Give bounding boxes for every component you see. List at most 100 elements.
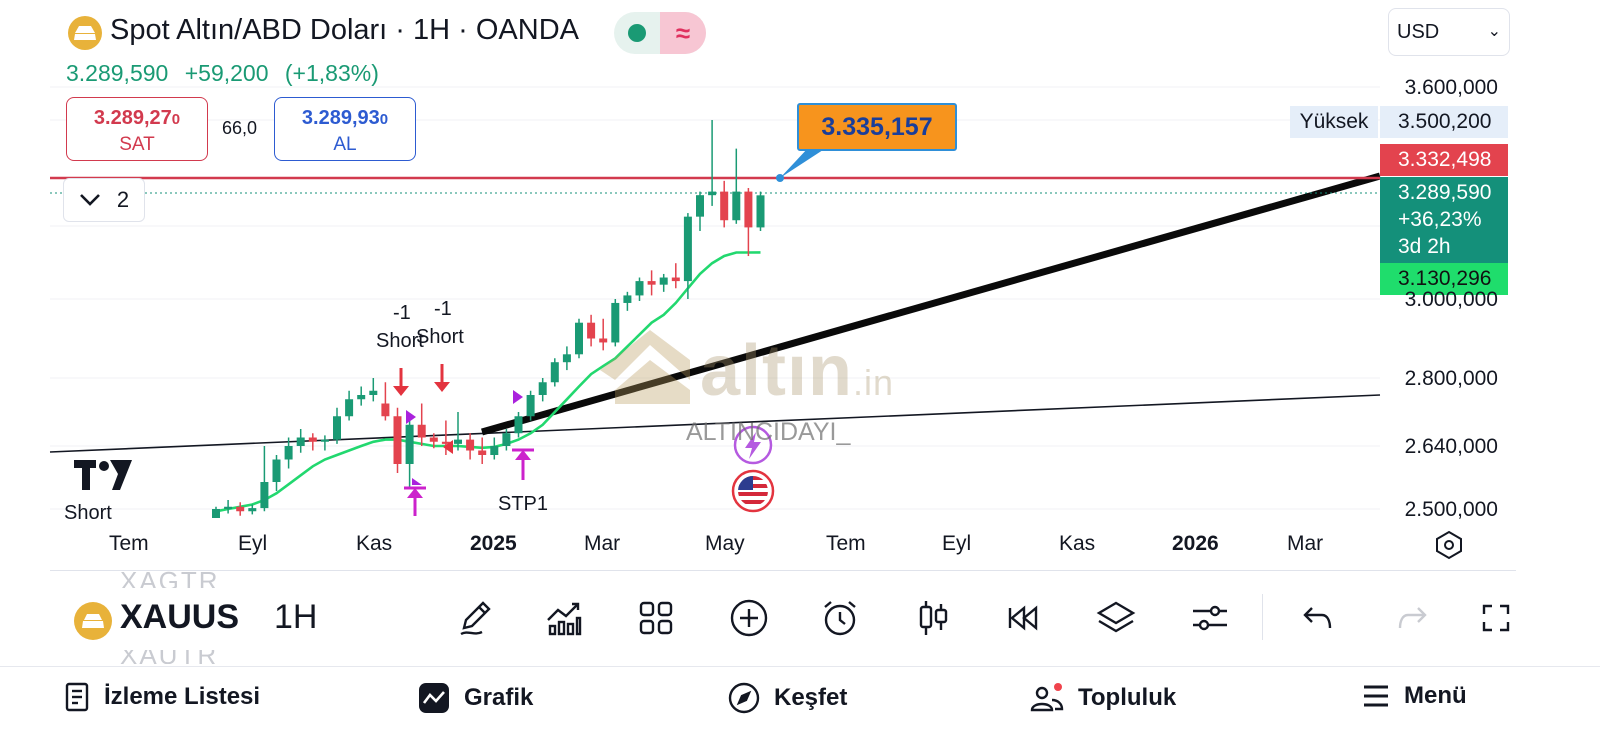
candle[interactable] — [212, 506, 220, 518]
candle[interactable] — [635, 277, 644, 301]
tradingview-logo[interactable] — [74, 460, 132, 499]
stp-marker-1 — [404, 486, 426, 516]
candle-body — [708, 191, 717, 196]
candle[interactable] — [611, 299, 620, 347]
candle[interactable] — [405, 420, 414, 487]
candle[interactable] — [333, 407, 341, 444]
candle[interactable] — [296, 429, 305, 453]
x-label-kas: Kas — [356, 532, 393, 555]
candle[interactable] — [320, 435, 329, 451]
price-callout[interactable]: 3.335,157 — [797, 103, 957, 151]
candle-body — [647, 281, 656, 285]
candle[interactable] — [708, 120, 717, 206]
candle-body — [405, 424, 414, 464]
candle[interactable] — [526, 390, 535, 421]
nav-explore[interactable]: Keşfet — [728, 682, 847, 714]
chart-grid — [50, 86, 1380, 510]
scale-label-2500: 2.500,000 — [1404, 498, 1498, 521]
indicators-icon[interactable] — [540, 594, 588, 642]
candle[interactable] — [429, 433, 438, 449]
candle[interactable] — [272, 455, 281, 491]
settings-icon[interactable] — [1186, 594, 1234, 642]
nav-chart[interactable]: Grafik — [418, 682, 533, 714]
candles-layer[interactable] — [212, 120, 765, 518]
add-icon[interactable] — [725, 594, 773, 642]
nav-community[interactable]: Topluluk — [1030, 682, 1176, 714]
x-label-mar: Mar — [584, 532, 621, 555]
candle[interactable] — [562, 346, 571, 371]
purple-flag-3 — [412, 478, 422, 485]
candle[interactable] — [236, 502, 245, 516]
layout-icon[interactable] — [632, 594, 680, 642]
candle[interactable] — [575, 318, 583, 359]
candle[interactable] — [587, 314, 596, 347]
candle-body — [333, 416, 341, 440]
candle[interactable] — [478, 437, 487, 465]
candles-icon[interactable] — [909, 594, 957, 642]
candle[interactable] — [599, 318, 608, 351]
candle-body — [635, 281, 644, 296]
candle[interactable] — [659, 273, 668, 292]
candle[interactable] — [671, 263, 680, 289]
candle-body — [611, 302, 620, 343]
candle[interactable] — [720, 180, 729, 228]
lightning-event-icon[interactable] — [733, 425, 773, 465]
indicators-toggle[interactable]: 2 — [63, 178, 145, 222]
candle-body — [466, 439, 475, 451]
x-label-eyl-2: Eyl — [942, 532, 972, 555]
high-label: Yüksek — [1290, 106, 1378, 138]
candle[interactable] — [248, 504, 257, 515]
chart-settings-hex-icon[interactable] — [1434, 530, 1464, 565]
draw-icon[interactable] — [452, 594, 500, 642]
market-status-pill[interactable]: ≈ — [614, 12, 706, 54]
candle[interactable] — [683, 213, 692, 299]
candle-body — [260, 482, 269, 509]
candle[interactable] — [393, 407, 402, 473]
candle[interactable] — [466, 433, 475, 460]
candle[interactable] — [696, 191, 704, 231]
scale-label-2640: 2.640,000 — [1404, 435, 1498, 458]
symbol-title[interactable]: Spot Altın/ABD Doları · 1H · OANDA — [110, 14, 579, 46]
candle[interactable] — [369, 378, 378, 402]
candle[interactable] — [623, 291, 632, 311]
us-flag-event-icon[interactable] — [731, 469, 775, 513]
candle[interactable] — [732, 148, 741, 224]
candle[interactable] — [381, 382, 390, 421]
candle[interactable] — [514, 412, 523, 438]
candle[interactable] — [538, 378, 547, 402]
sell-price-tail: 0 — [171, 111, 181, 128]
alert-icon[interactable] — [816, 594, 864, 642]
trend-line-bold[interactable] — [481, 172, 1381, 436]
toolbar-symbol[interactable]: XAUUSD — [120, 598, 240, 636]
x-label-mar-2: Mar — [1287, 532, 1324, 555]
layers-icon[interactable] — [1092, 594, 1140, 642]
toolbar-interval[interactable]: 1H — [274, 598, 318, 636]
replay-icon[interactable] — [1000, 594, 1048, 642]
candle[interactable] — [357, 386, 366, 406]
candle[interactable] — [647, 270, 656, 296]
undo-icon[interactable] — [1294, 594, 1342, 642]
buy-button[interactable]: 3.289,930 AL — [274, 97, 416, 161]
candle[interactable] — [417, 403, 426, 447]
candle[interactable] — [224, 500, 233, 514]
nav-watchlist[interactable]: İzleme Listesi — [64, 682, 260, 712]
candle[interactable] — [454, 412, 462, 451]
redo-icon[interactable] — [1388, 594, 1436, 642]
candle[interactable] — [441, 420, 450, 456]
candle[interactable] — [744, 188, 753, 257]
nav-menu[interactable]: Menü — [1362, 682, 1467, 710]
candle[interactable] — [550, 358, 559, 387]
currency-select[interactable]: USD ⌄ — [1388, 8, 1510, 56]
candle[interactable] — [756, 191, 765, 231]
buy-label: AL — [333, 134, 357, 155]
candle[interactable] — [308, 433, 317, 451]
candle[interactable] — [490, 437, 499, 460]
trend-line-thin[interactable] — [49, 394, 1381, 453]
candle[interactable] — [345, 390, 354, 421]
candle[interactable] — [502, 429, 511, 451]
candle[interactable] — [260, 446, 269, 512]
fullscreen-icon[interactable] — [1476, 594, 1516, 642]
sell-button[interactable]: 3.289,270 SAT — [66, 97, 208, 161]
candle[interactable] — [284, 437, 293, 469]
